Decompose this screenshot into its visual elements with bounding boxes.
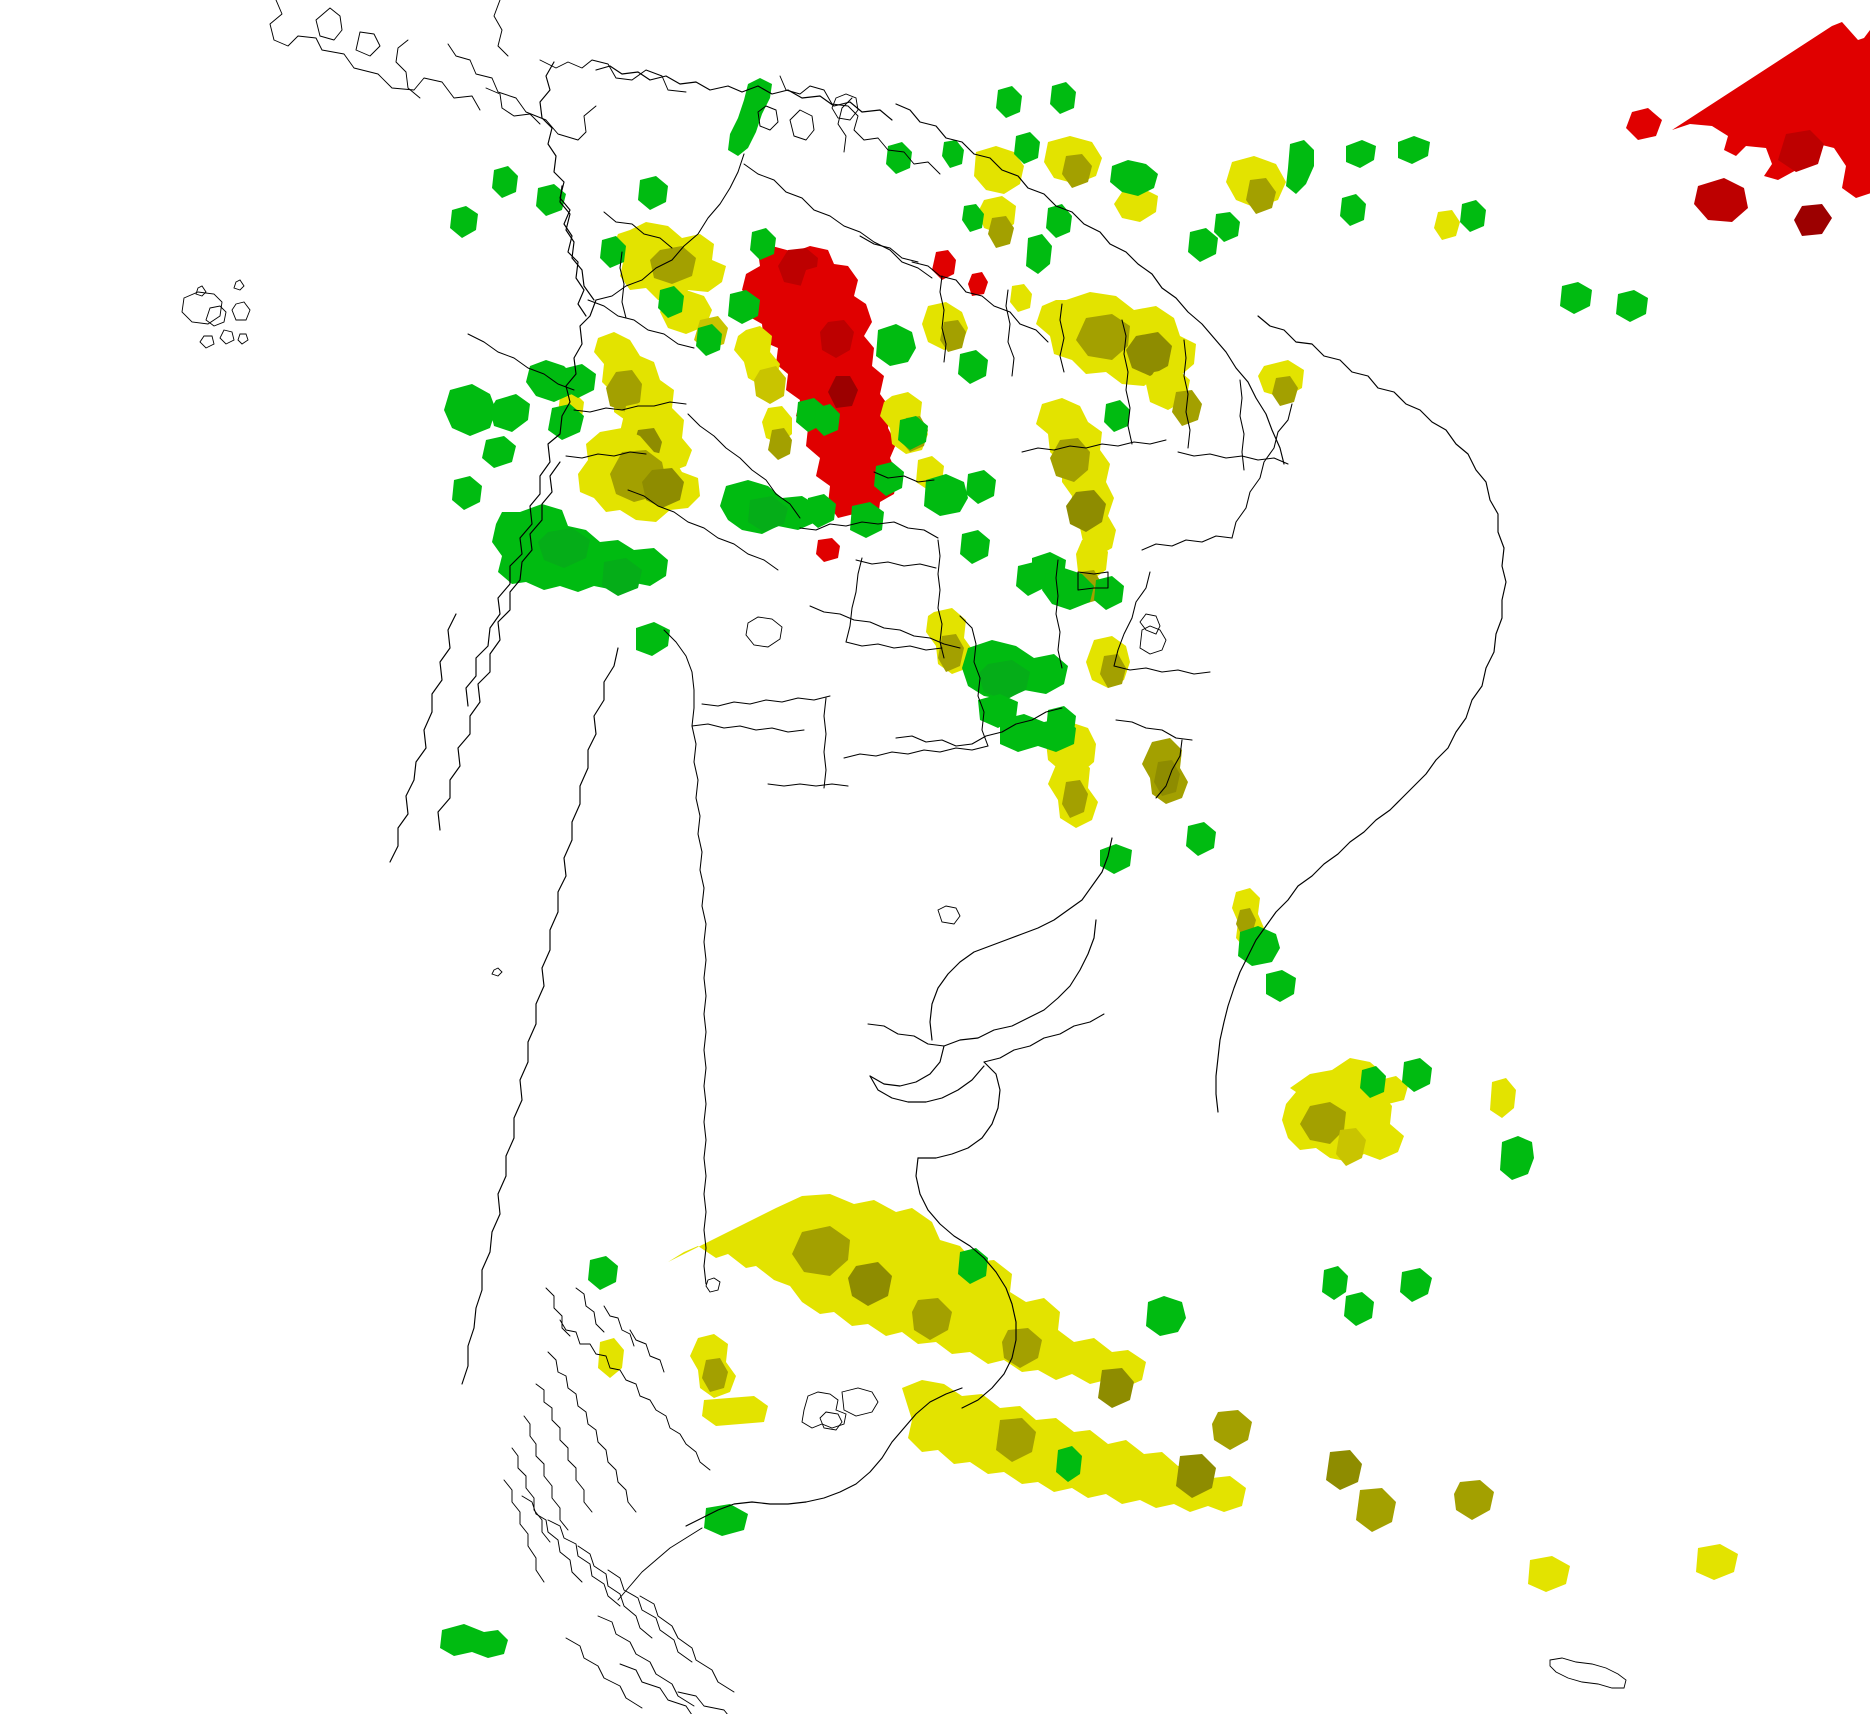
red-patch-group <box>742 22 1870 562</box>
data-overlay-layer <box>440 22 1870 1658</box>
coastline-layer <box>181 0 1627 1714</box>
green-patch-group <box>440 78 1648 1658</box>
political-borders-layer <box>467 153 1293 1285</box>
yellow-patch-group <box>558 136 1738 1592</box>
